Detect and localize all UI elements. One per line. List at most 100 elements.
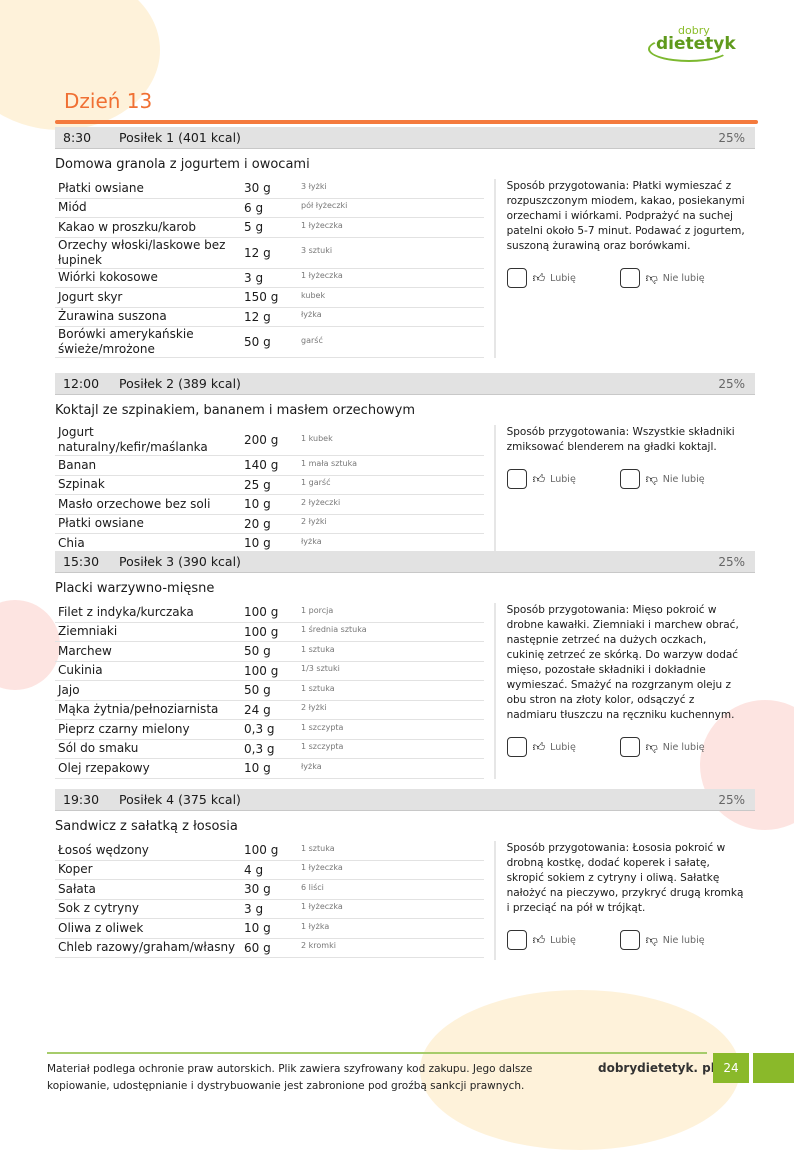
ingredient-amount: 10 g [244, 921, 271, 936]
preparation-label: Sposób przygotowania [506, 180, 626, 192]
meal-percent: 25% [718, 792, 745, 807]
ingredient-measure: 2 łyżki [301, 517, 327, 527]
ingredient-measure: 1 łyżeczka [301, 902, 343, 912]
table-row: Pieprz czarny mielony 0,3 g 1 szczypta [55, 720, 484, 740]
like-label: Lubię [550, 741, 576, 753]
like-label: Lubię [550, 272, 576, 284]
meal-content: Jogurt naturalny/kefir/maślanka 200 g 1 ku… [55, 425, 755, 554]
meal-section: 12:00 Posiłek 2 (389 kcal) 25% Koktajl ze s… [55, 373, 755, 554]
meal-header: 12:00 Posiłek 2 (389 kcal) 25% [55, 373, 755, 395]
table-row: Marchew 50 g 1 sztuka [55, 642, 484, 662]
table-row: Olej rzepakowy 10 g łyżka [55, 759, 484, 779]
like-checkbox[interactable] [506, 469, 527, 489]
ingredient-name: Marchew [58, 643, 112, 658]
ingredient-name: Cukinia [58, 663, 103, 678]
rating-controls: 👍︎ Lubię 👎︎ Nie lubię [506, 737, 745, 757]
ingredient-amount: 100 g [244, 663, 279, 678]
ingredient-measure: 2 łyżki [301, 703, 327, 713]
meal-section: 19:30 Posiłek 4 (375 kcal) 25% Sandwicz z s… [55, 789, 755, 960]
ingredient-measure: 1 porcja [301, 605, 334, 615]
like-checkbox[interactable] [506, 268, 527, 288]
ingredient-name: Płatki owsiane [58, 180, 144, 195]
dislike-option[interactable]: 👎︎ Nie lubię [619, 469, 733, 489]
recipe-title: Koktajl ze szpinakiem, bananem i masłem … [55, 403, 416, 418]
dislike-label: Nie lubię [662, 934, 705, 946]
preparation-panel: Sposób przygotowania: Wszystkie składnik… [493, 425, 755, 554]
footer-site-link[interactable]: dobrydietetyk. pl [598, 1061, 715, 1075]
ingredient-amount: 24 g [244, 702, 271, 717]
like-option[interactable]: 👍︎ Lubię [506, 268, 620, 288]
rating-controls: 👍︎ Lubię 👎︎ Nie lubię [506, 930, 745, 950]
ingredient-name: Pieprz czarny mielony [58, 721, 190, 736]
ingredient-name: Koper [58, 862, 93, 877]
meal-name: Posiłek 3 (390 kcal) [119, 554, 241, 569]
thumbs-up-icon: 👍︎ [532, 471, 546, 486]
page-number: 24 [713, 1053, 749, 1083]
ingredient-amount: 60 g [244, 940, 271, 955]
table-row: Koper 4 g 1 łyżeczka [55, 861, 484, 880]
like-option[interactable]: 👍︎ Lubię [506, 469, 620, 489]
logo-text-top: dobry [678, 24, 710, 37]
ingredient-measure: 1 łyżeczka [301, 220, 343, 230]
ingredient-measure: 1/3 sztuki [301, 664, 340, 674]
recipe-title: Placki warzywno-mięsne [55, 581, 215, 596]
like-checkbox[interactable] [506, 930, 527, 950]
ingredient-name: Jogurt skyr [58, 289, 123, 304]
ingredient-measure: 1 sztuka [301, 644, 335, 654]
meal-content: Płatki owsiane 30 g 3 łyżki Miód 6 g pół łyże… [55, 179, 755, 358]
ingredient-measure: 2 łyżeczki [301, 497, 341, 507]
thumbs-up-icon: 👍︎ [532, 932, 546, 947]
preparation-body: Mięso pokroić w drobne kawałki. Ziemniak… [506, 604, 739, 721]
table-row: Banan 140 g 1 mała sztuka [55, 456, 484, 476]
meal-header: 15:30 Posiłek 3 (390 kcal) 25% [55, 551, 755, 573]
ingredient-amount: 100 g [244, 605, 279, 620]
table-row: Płatki owsiane 30 g 3 łyżki [55, 179, 484, 199]
like-checkbox[interactable] [506, 737, 527, 757]
dislike-checkbox[interactable] [619, 930, 640, 950]
ingredient-measure: łyżka [301, 536, 322, 546]
ingredient-amount: 50 g [244, 644, 271, 659]
dislike-checkbox[interactable] [619, 268, 640, 288]
ingredient-amount: 0,3 g [244, 722, 275, 737]
ingredient-measure: 1 szczypta [301, 722, 344, 732]
dislike-checkbox[interactable] [619, 469, 640, 489]
meal-section: 15:30 Posiłek 3 (390 kcal) 25% Placki warzy… [55, 551, 755, 779]
table-row: Jogurt skyr 150 g kubek [55, 288, 484, 308]
logo-text-main: dietetyk [656, 34, 736, 54]
ingredients-table: Jogurt naturalny/kefir/maślanka 200 g 1 ku… [55, 425, 484, 554]
thumbs-up-icon: 👍︎ [532, 739, 546, 754]
ingredient-name: Łosoś wędzony [58, 842, 149, 857]
table-row: Żurawina suszona 12 g łyżka [55, 308, 484, 327]
ingredient-name: Chia [58, 535, 85, 550]
ingredient-amount: 3 g [244, 270, 264, 285]
dislike-label: Nie lubię [662, 741, 705, 753]
ingredient-measure: 2 kromki [301, 941, 336, 951]
table-row: Masło orzechowe bez soli 10 g 2 łyżeczki [55, 495, 484, 515]
meal-content: Łosoś wędzony 100 g 1 sztuka Koper 4 g 1 łyże… [55, 841, 755, 960]
preparation-text: Sposób przygotowania: Łososia pokroić w … [506, 842, 744, 914]
ingredient-name: Filet z indyka/kurczaka [58, 604, 194, 619]
ingredient-measure: 1 średnia sztuka [301, 625, 367, 635]
copyright-notice: Materiał podlega ochronie praw autorskic… [47, 1063, 533, 1092]
rating-controls: 👍︎ Lubię 👎︎ Nie lubię [506, 268, 745, 288]
like-option[interactable]: 👍︎ Lubię [506, 737, 620, 757]
ingredient-name: Oliwa z oliwek [58, 920, 144, 935]
brand-logo: dobry dietetyk [648, 22, 736, 64]
like-option[interactable]: 👍︎ Lubię [506, 930, 620, 950]
like-label: Lubię [550, 473, 576, 485]
ingredient-amount: 3 g [244, 901, 264, 916]
dislike-option[interactable]: 👎︎ Nie lubię [619, 737, 733, 757]
table-row: Sałata 30 g 6 liści [55, 880, 484, 900]
dislike-option[interactable]: 👎︎ Nie lubię [619, 930, 733, 950]
ingredient-name: Kakao w proszku/karob [58, 219, 197, 234]
ingredient-amount: 50 g [244, 335, 271, 349]
dislike-checkbox[interactable] [619, 737, 640, 757]
ingredient-name: Olej rzepakowy [58, 760, 150, 775]
table-row: Jajo 50 g 1 sztuka [55, 681, 484, 701]
dislike-option[interactable]: 👎︎ Nie lubię [619, 268, 733, 288]
ingredient-amount: 25 g [244, 477, 271, 492]
meal-content: Filet z indyka/kurczaka 100 g 1 porcja Ziem… [55, 603, 755, 779]
ingredient-name: Masło orzechowe bez soli [58, 496, 211, 511]
meal-time: 12:00 [63, 376, 100, 391]
table-row: Ziemniaki 100 g 1 średnia sztuka [55, 623, 484, 642]
